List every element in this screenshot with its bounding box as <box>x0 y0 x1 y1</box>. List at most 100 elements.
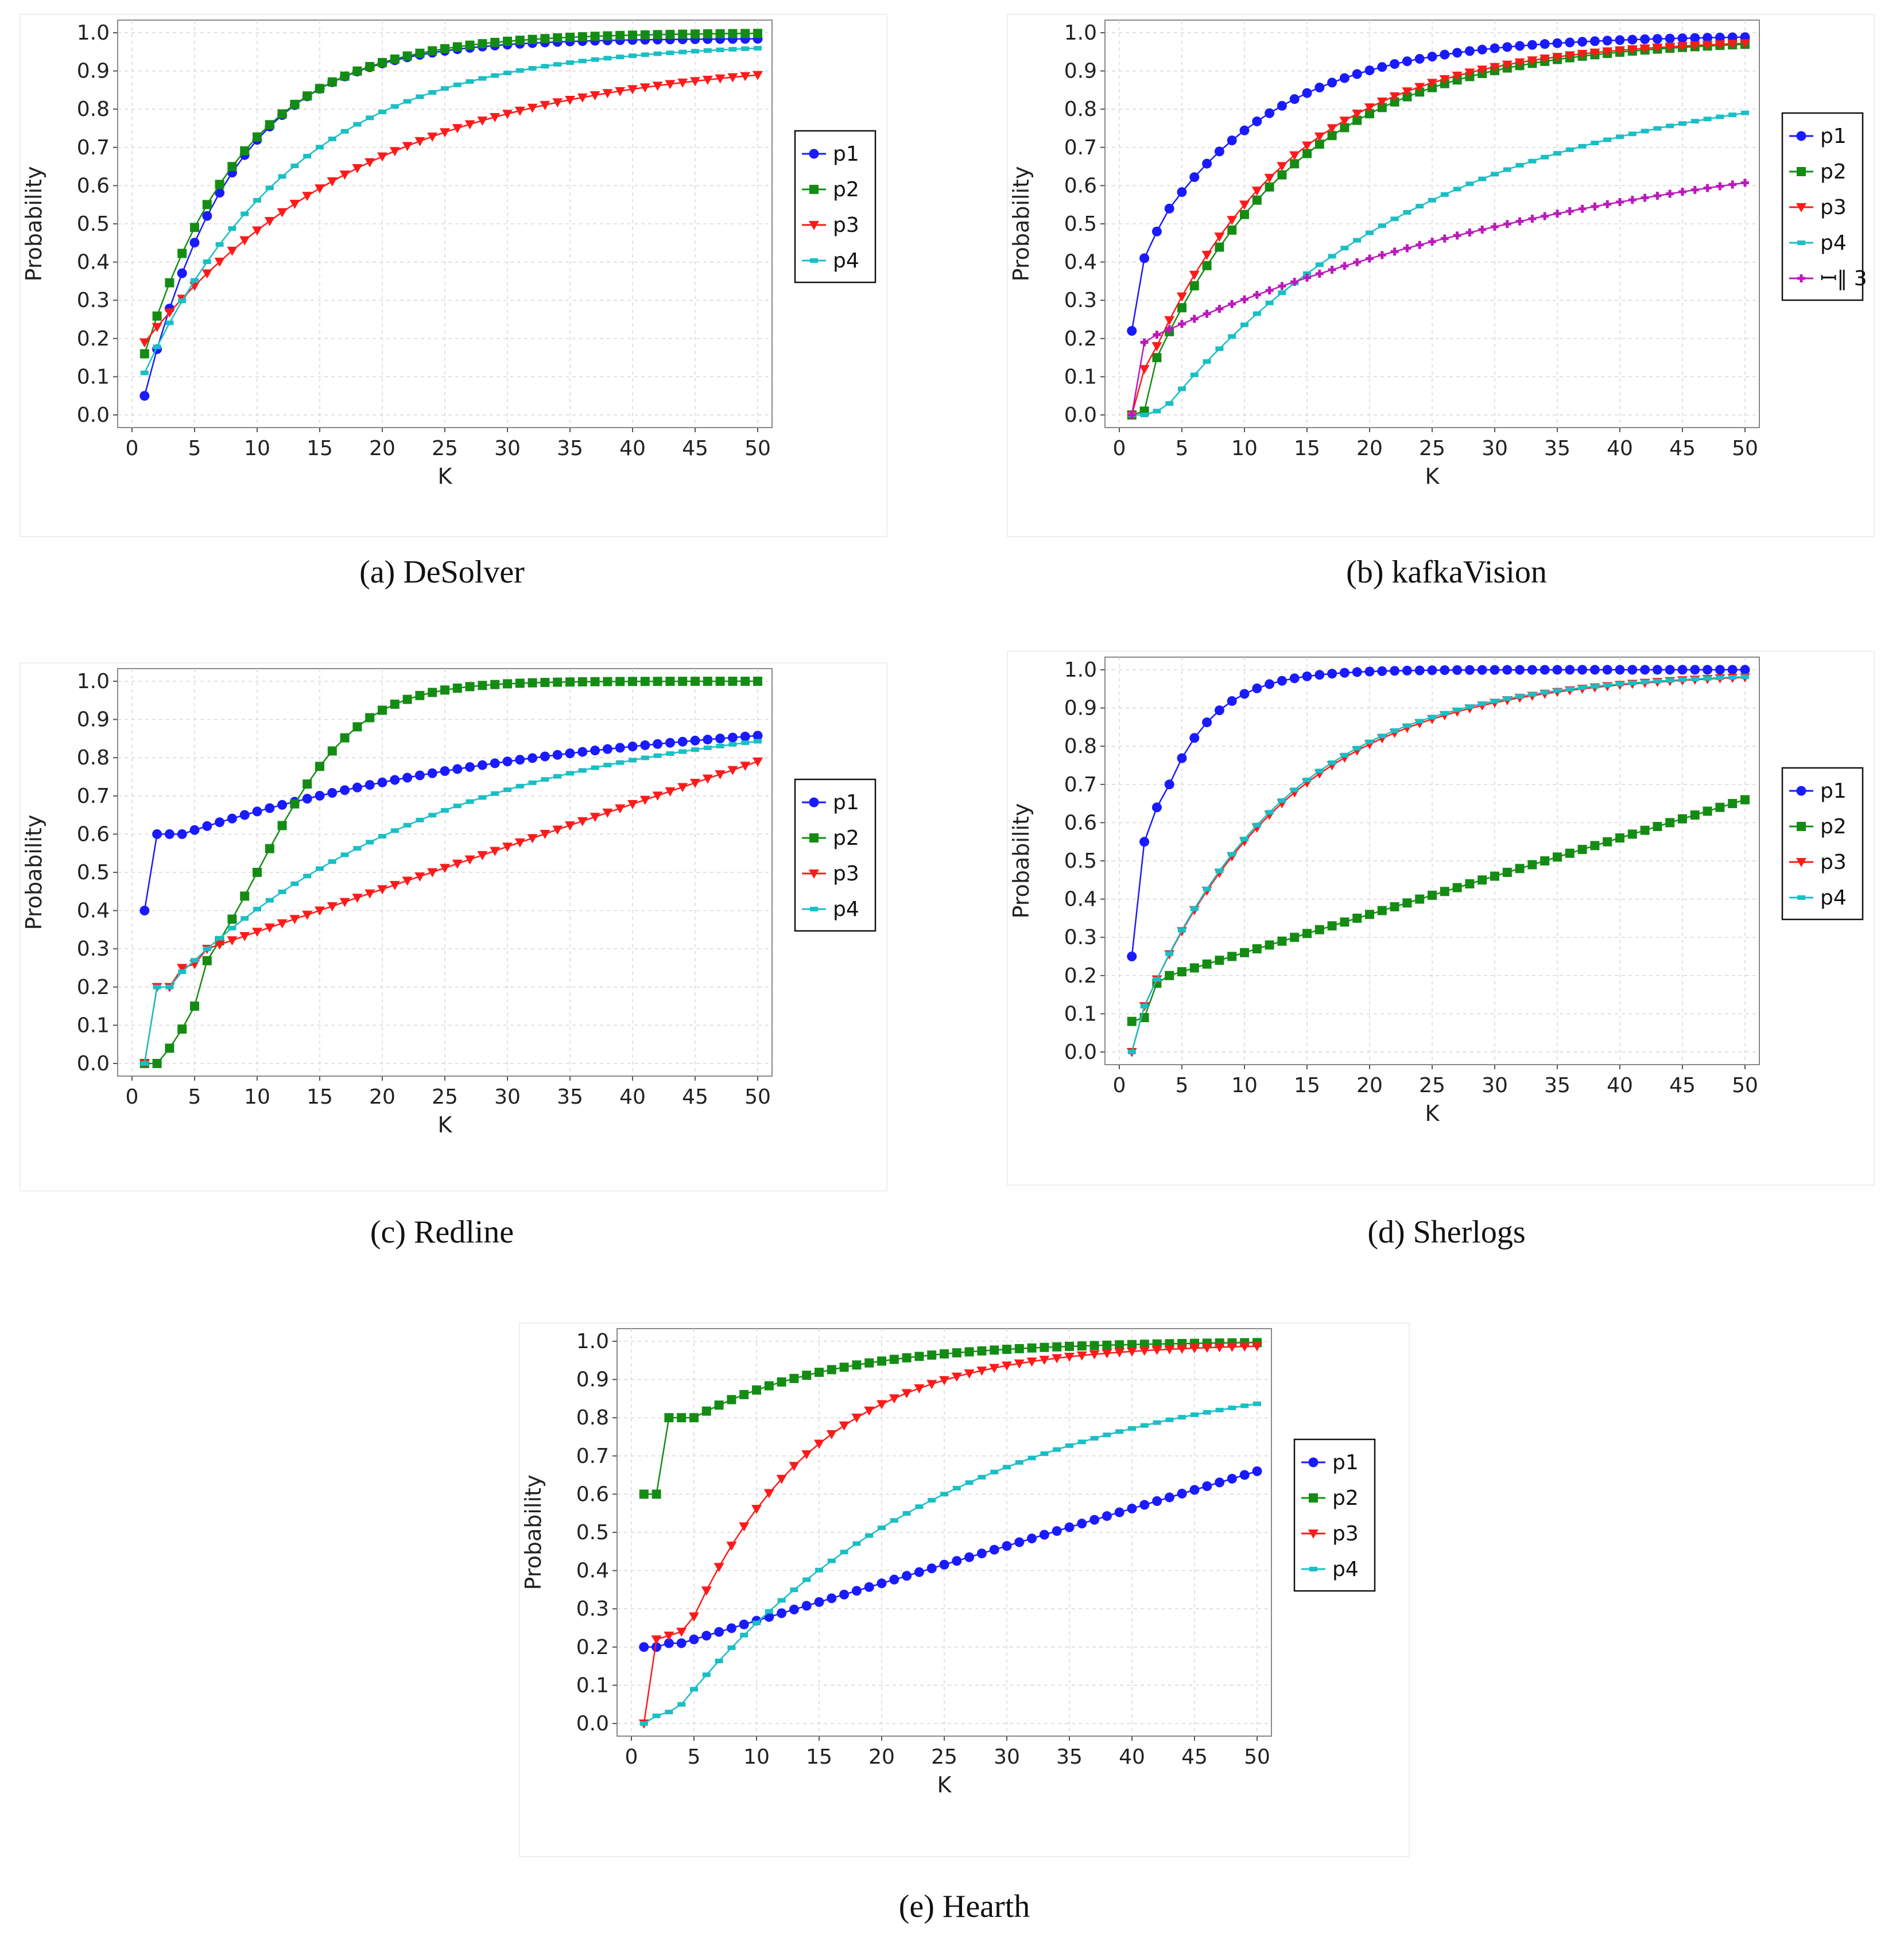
data-point <box>1490 63 1500 72</box>
data-point <box>716 47 724 52</box>
data-point <box>1303 778 1311 783</box>
y-tick-label: 0.2 <box>576 1636 609 1659</box>
data-point <box>1577 49 1588 59</box>
data-point <box>702 774 713 784</box>
data-point <box>1289 673 1300 684</box>
data-point <box>428 90 437 95</box>
data-point <box>1728 180 1737 189</box>
data-point <box>1603 837 1612 847</box>
data-point <box>990 1345 999 1355</box>
data-point <box>152 829 162 839</box>
data-point <box>715 677 725 686</box>
data-point <box>491 791 499 796</box>
data-point <box>902 1353 912 1362</box>
data-point <box>1239 1342 1250 1352</box>
data-point <box>189 238 200 248</box>
data-point <box>378 705 387 715</box>
data-point <box>1140 1004 1149 1009</box>
legend: p1 p2 p3 p4 <box>1781 767 1864 921</box>
data-point <box>1178 386 1186 391</box>
data-point <box>1127 1050 1136 1054</box>
data-point <box>1665 665 1675 675</box>
data-point <box>753 71 763 80</box>
data-point <box>1578 204 1587 213</box>
data-point <box>515 783 524 789</box>
series-p1 <box>1127 665 1750 961</box>
data-point <box>303 154 312 159</box>
data-point <box>1089 1341 1099 1350</box>
data-point <box>1328 760 1336 765</box>
data-point <box>1491 172 1499 177</box>
data-point <box>578 59 587 64</box>
data-point <box>1228 334 1236 339</box>
data-point <box>1716 182 1724 191</box>
data-point <box>1027 1455 1036 1461</box>
data-point <box>1228 1406 1236 1411</box>
legend-label: p1 <box>1820 779 1847 803</box>
data-point <box>277 208 288 218</box>
data-point <box>1366 230 1374 235</box>
data-point <box>1252 822 1261 828</box>
data-point <box>1339 73 1350 83</box>
data-point <box>340 71 350 81</box>
data-point <box>1314 139 1324 149</box>
y-axis-label: Probability <box>21 166 46 282</box>
data-point <box>1076 1351 1087 1361</box>
data-point <box>1077 1341 1087 1351</box>
data-point <box>1003 1465 1011 1470</box>
x-tick-label: 35 <box>1544 437 1570 460</box>
data-point <box>629 758 637 763</box>
x-tick-label: 45 <box>1181 1745 1208 1769</box>
data-point <box>1015 1460 1023 1465</box>
data-point <box>165 1043 174 1053</box>
data-point <box>1227 952 1237 961</box>
data-point <box>590 91 600 100</box>
data-point <box>1615 35 1625 45</box>
data-point <box>1591 684 1599 689</box>
data-point <box>1491 223 1499 231</box>
data-point <box>1140 338 1149 347</box>
data-point <box>528 678 537 688</box>
gridlines <box>118 669 772 1076</box>
legend-label: p2 <box>833 826 859 850</box>
data-point <box>165 984 174 989</box>
data-point <box>353 122 362 127</box>
data-point <box>1515 162 1524 168</box>
data-point <box>1203 309 1211 318</box>
data-point <box>402 694 412 704</box>
x-tick-label: 35 <box>557 437 583 460</box>
data-point <box>1503 696 1511 701</box>
data-point <box>339 170 350 180</box>
legend-swatch-marker <box>1797 822 1806 831</box>
series-p1 <box>639 1466 1262 1652</box>
legend-swatch-marker <box>1796 858 1806 867</box>
x-tick-label: 45 <box>1669 1074 1696 1097</box>
data-point <box>1302 149 1312 158</box>
data-point <box>652 1713 661 1718</box>
data-point <box>639 1721 648 1726</box>
data-point <box>1165 970 1174 980</box>
x-tick-label: 5 <box>688 1745 701 1769</box>
data-point <box>239 931 250 941</box>
data-point <box>1389 92 1400 102</box>
data-point <box>164 308 175 318</box>
data-point <box>1327 124 1337 134</box>
data-point <box>1690 185 1699 194</box>
data-point <box>1453 187 1461 192</box>
data-point <box>390 104 399 109</box>
data-point <box>277 109 287 119</box>
data-point <box>616 55 625 60</box>
data-point <box>1102 1340 1112 1350</box>
data-point <box>1515 665 1525 675</box>
data-point <box>1151 342 1162 352</box>
data-point <box>1440 49 1450 60</box>
x-tick-label: 20 <box>369 1085 395 1109</box>
data-point <box>940 1349 949 1359</box>
data-point <box>227 914 237 924</box>
data-point <box>1653 678 1662 684</box>
data-point <box>1627 34 1638 45</box>
data-point <box>1515 864 1525 874</box>
data-point <box>1452 883 1462 892</box>
data-point <box>1202 717 1212 728</box>
data-point <box>1377 666 1387 676</box>
